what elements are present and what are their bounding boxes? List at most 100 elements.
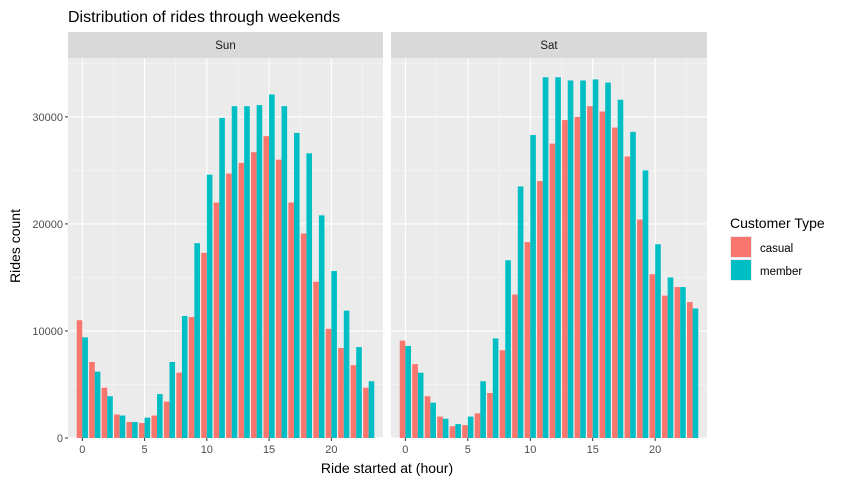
bar-sat-member-h18	[630, 131, 636, 439]
bar-sat-casual-h11	[537, 181, 543, 438]
bar-sun-casual-h10	[201, 252, 207, 438]
bar-sun-member-h17	[293, 132, 300, 438]
bar-sat-member-h0	[405, 345, 411, 438]
legend: Customer Type casual member	[730, 215, 825, 281]
bar-sun-casual-h12	[226, 173, 232, 439]
x-tick-label: 0	[79, 444, 85, 456]
bar-sun-member-h10	[206, 174, 213, 438]
x-tick-label: 10	[524, 444, 536, 456]
x-tick-label: 10	[201, 444, 213, 456]
bar-sun-member-h23	[368, 381, 375, 438]
bar-sun-member-h9	[194, 243, 200, 438]
bar-sun-casual-h20	[325, 328, 332, 438]
facet-strip	[391, 32, 707, 58]
bar-sat-casual-h0	[399, 340, 406, 438]
panel-sat: Sat 0 5 10 15 20	[391, 32, 707, 456]
bar-sun-casual-h19	[313, 281, 319, 438]
bar-sat-casual-h12	[549, 143, 556, 438]
bar-sun-casual-h14	[251, 152, 257, 438]
x-tick-label: 15	[263, 444, 275, 456]
bar-sat-casual-h16	[599, 111, 606, 439]
bar-sat-casual-h13	[562, 120, 568, 438]
bar-sat-member-h20	[655, 244, 661, 438]
bar-sat-member-h16	[605, 82, 611, 439]
bar-sun-casual-h8	[176, 372, 182, 438]
bar-sun-member-h8	[181, 315, 188, 438]
bar-sun-member-h16	[281, 106, 288, 439]
bar-sat-member-h7	[492, 338, 499, 438]
bar-sun-member-h4	[132, 421, 138, 438]
legend-label-casual: casual	[760, 243, 793, 255]
bar-sun-casual-h13	[238, 162, 245, 438]
bar-sat-casual-h20	[649, 274, 656, 438]
bar-sat-member-h5	[467, 416, 474, 438]
bar-sun-member-h20	[331, 271, 337, 438]
bar-sat-member-h23	[692, 308, 699, 438]
bar-sun-casual-h1	[89, 362, 95, 438]
x-tick-label: 20	[325, 444, 337, 456]
bar-sun-member-h21	[343, 310, 350, 438]
bar-sun-member-h5	[144, 417, 151, 438]
legend-title: Customer Type	[730, 215, 825, 231]
x-tick-label: 5	[465, 444, 471, 456]
facet-strip	[68, 32, 383, 58]
bar-sat-casual-h6	[474, 413, 481, 438]
y-tick-label: 10000	[32, 326, 63, 338]
bar-sat-casual-h23	[687, 302, 693, 438]
legend-swatch-casual	[731, 237, 751, 257]
bar-sun-casual-h7	[163, 401, 170, 438]
bar-sat-casual-h10	[524, 242, 531, 438]
x-tick-label: 15	[587, 444, 599, 456]
bar-sat-member-h10	[530, 135, 536, 438]
bar-sat-casual-h8	[499, 350, 506, 438]
legend-entry-casual: casual	[730, 236, 793, 258]
bar-sat-casual-h19	[637, 219, 643, 438]
bar-sun-member-h2	[107, 396, 113, 438]
bar-sun-member-h14	[256, 105, 263, 438]
bar-sun-member-h3	[119, 415, 126, 438]
bar-sat-casual-h21	[662, 295, 668, 438]
y-axis-label: Rides count	[7, 209, 23, 283]
bar-sun-casual-h5	[138, 423, 145, 438]
bar-sat-casual-h5	[462, 425, 468, 438]
chart-title: Distribution of rides through weekends	[68, 9, 340, 26]
bar-sat-member-h9	[517, 186, 524, 438]
bar-sun-casual-h21	[338, 348, 344, 438]
bar-sun-member-h6	[157, 394, 163, 438]
bar-sun-casual-h0	[76, 320, 83, 438]
bar-sat-member-h12	[555, 77, 561, 439]
bar-sun-member-h22	[356, 347, 362, 438]
bar-sun-member-h0	[82, 337, 88, 438]
y-tick-label: 30000	[32, 112, 63, 124]
y-tick-label: 0	[57, 433, 63, 445]
bar-sun-casual-h22	[350, 365, 357, 438]
bar-sat-member-h3	[442, 418, 449, 438]
bar-sun-member-h1	[94, 371, 101, 438]
bar-sun-casual-h2	[101, 387, 108, 438]
bar-sat-casual-h4	[449, 426, 456, 438]
bar-sun-casual-h6	[151, 415, 158, 438]
bar-sat-casual-h9	[512, 294, 518, 438]
bar-sat-casual-h15	[587, 106, 593, 439]
bar-sat-member-h14	[580, 80, 586, 438]
bar-sat-member-h22	[680, 287, 686, 438]
bar-sun-member-h19	[318, 215, 325, 438]
bar-sun-member-h15	[269, 94, 275, 438]
y-tick-label: 20000	[32, 219, 63, 231]
legend-swatch-member	[731, 260, 751, 280]
bar-sun-member-h13	[244, 106, 250, 439]
bar-sun-member-h12	[231, 106, 238, 439]
bar-sat-member-h4	[455, 424, 461, 438]
legend-label-member: member	[760, 266, 802, 278]
bar-sat-member-h2	[430, 402, 436, 438]
facet-panels: Sun 0 5 10 15 20 Sat 0 5 10 15 20 0 10000 20000 30000	[32, 32, 707, 456]
bar-sun-casual-h11	[213, 202, 220, 438]
bar-sat-casual-h17	[612, 127, 618, 438]
bar-sat-casual-h7	[487, 393, 493, 438]
x-tick-label: 20	[649, 444, 661, 456]
bar-sat-member-h11	[542, 77, 549, 439]
bar-sun-member-h11	[219, 117, 225, 438]
bar-sat-casual-h14	[574, 116, 581, 439]
bar-sat-member-h21	[667, 277, 674, 438]
bar-sat-member-h17	[617, 99, 624, 438]
